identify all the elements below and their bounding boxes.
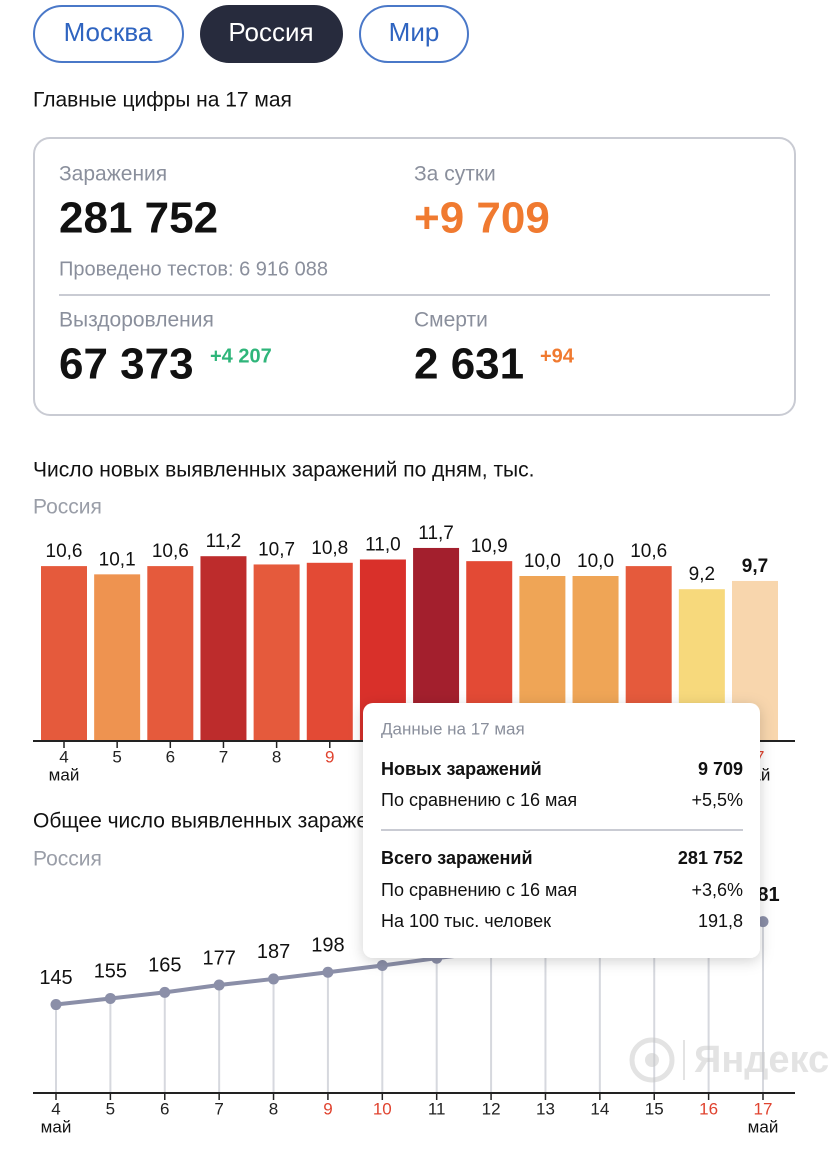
point <box>159 986 171 998</box>
value-label: 177 <box>202 947 235 969</box>
tab[interactable] <box>33 5 184 63</box>
tab-active[interactable] <box>200 5 343 63</box>
point <box>50 999 62 1011</box>
value-label: 10,6 <box>152 541 189 562</box>
x-tick-label: 9 <box>325 747 334 766</box>
tab[interactable] <box>359 5 469 63</box>
value-label: 11,7 <box>418 523 454 544</box>
month-label: май <box>748 1117 779 1136</box>
stat-value: 2 631 <box>414 340 524 389</box>
x-tick-label: 10 <box>373 1099 392 1118</box>
point <box>268 973 280 985</box>
tab-label[interactable]: Москва <box>64 17 153 47</box>
stat-value: 281 752 <box>59 194 218 243</box>
x-tick-label: 14 <box>590 1099 609 1118</box>
tab-label[interactable]: Мир <box>389 17 440 47</box>
stat-label: Выздоровления <box>59 309 214 332</box>
tooltip-label: Всего заражений <box>381 848 533 868</box>
watermark-text: Яндекс <box>694 1039 828 1081</box>
value-label: 10,0 <box>524 551 561 572</box>
tooltip-value: 9 709 <box>698 759 743 779</box>
watermark: Яндекс <box>629 1037 828 1083</box>
tooltip-value: 281 752 <box>678 848 743 868</box>
point <box>322 966 334 978</box>
heading: Главные цифры на 17 мая <box>33 89 292 112</box>
x-tick-label: 16 <box>699 1099 718 1118</box>
x-tick-label: 8 <box>269 1099 278 1118</box>
x-tick-label: 5 <box>106 1099 115 1118</box>
tooltip-label: Новых заражений <box>381 759 542 779</box>
tooltip-title: Данные на 17 мая <box>381 719 525 738</box>
x-tick-label: 12 <box>482 1099 501 1118</box>
chart-subtitle: Россия <box>33 848 102 871</box>
tooltip-label: На 100 тыс. человек <box>381 911 551 931</box>
bar <box>147 566 194 741</box>
tooltip-label: По сравнению с 16 мая <box>381 790 577 810</box>
x-tick-label: 6 <box>160 1099 169 1118</box>
value-label: 145 <box>39 967 72 989</box>
bar <box>253 564 300 741</box>
value-label: 10,8 <box>311 538 348 559</box>
tooltip: Данные на 17 мая Новых заражений 9 709 По с… <box>363 703 760 958</box>
tests-note: Проведено тестов: 6 916 088 <box>59 258 328 280</box>
point <box>757 916 769 928</box>
point <box>213 979 225 991</box>
x-tick-label: 17 <box>754 1099 773 1118</box>
watermark-icon <box>645 1053 659 1067</box>
value-label: 9,7 <box>742 556 768 577</box>
stat-value: 67 373 <box>59 340 194 389</box>
chart-subtitle: Россия <box>33 496 102 519</box>
tooltip-value: +5,5% <box>691 790 743 810</box>
x-tick-label: 7 <box>214 1099 223 1118</box>
x-tick-label: 11 <box>428 1099 446 1118</box>
value-label: 10,0 <box>577 551 614 572</box>
tooltip-value: 191,8 <box>698 911 743 931</box>
point <box>376 960 388 972</box>
value-label: 165 <box>148 955 181 977</box>
point <box>104 992 116 1004</box>
value-label: 10,1 <box>99 549 136 570</box>
bar <box>200 556 247 741</box>
chart-title: Общее число выявленных заражений, тыс. <box>33 810 456 833</box>
value-label: 11,0 <box>365 535 401 556</box>
x-tick-label: 7 <box>219 747 228 766</box>
value-label: 198 <box>311 935 344 957</box>
value-label: 10,6 <box>46 541 83 562</box>
stat-delta: +94 <box>540 345 575 367</box>
tooltip-label: По сравнению с 16 мая <box>381 880 577 900</box>
x-tick-label: 13 <box>536 1099 555 1118</box>
value-label: 187 <box>257 941 290 963</box>
bar <box>306 562 353 741</box>
stat-delta: +4 207 <box>210 345 272 367</box>
stat-value: +9 709 <box>414 194 550 243</box>
stat-label: Смерти <box>414 309 488 332</box>
x-tick-label: 4 <box>51 1099 60 1118</box>
x-tick-label: 4 <box>59 747 68 766</box>
stat-label: За сутки <box>414 163 496 186</box>
x-tick-label: 15 <box>645 1099 664 1118</box>
x-tick-label: 5 <box>112 747 121 766</box>
chart-title: Число новых выявленных заражений по дням… <box>33 459 535 482</box>
summary-card <box>33 137 796 416</box>
month-label: май <box>41 1117 72 1136</box>
x-tick-label: 6 <box>166 747 175 766</box>
bar <box>41 566 87 741</box>
value-label: 10,9 <box>471 536 508 557</box>
bar <box>94 574 141 741</box>
tooltip-value: +3,6% <box>691 880 743 900</box>
x-tick-label: 9 <box>323 1099 332 1118</box>
tab-label[interactable]: Россия <box>228 17 313 47</box>
stat-label: Заражения <box>59 163 167 186</box>
month-label: май <box>49 765 80 784</box>
value-label: 155 <box>94 961 127 983</box>
value-label: 10,6 <box>630 541 667 562</box>
x-tick-label: 8 <box>272 747 281 766</box>
value-label: 10,7 <box>258 539 295 560</box>
value-label: 11,2 <box>206 531 242 552</box>
watermark-icon <box>629 1037 675 1083</box>
value-label: 9,2 <box>689 564 715 585</box>
